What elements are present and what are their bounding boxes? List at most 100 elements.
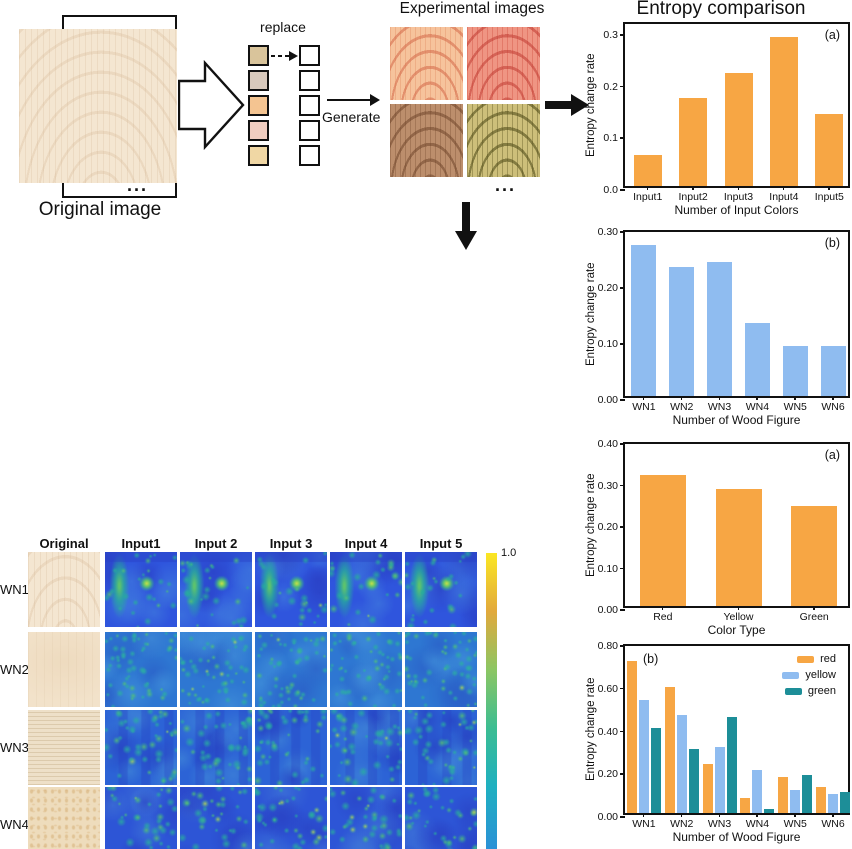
y-tick-label: 0.20 bbox=[597, 282, 618, 294]
experimental-image-red bbox=[467, 27, 540, 100]
y-tick-mark bbox=[620, 231, 625, 233]
x-tick-mark bbox=[813, 606, 815, 610]
panel-label: (b) bbox=[824, 236, 840, 250]
original-image-label: Original image bbox=[38, 199, 162, 220]
bar bbox=[702, 763, 713, 813]
legend-swatch bbox=[797, 655, 815, 663]
x-tick-mark bbox=[756, 813, 758, 817]
x-category-label: WN6 bbox=[821, 401, 845, 413]
y-tick-mark bbox=[620, 85, 625, 88]
replace-dashed-arrow bbox=[271, 51, 298, 61]
saliency-map bbox=[255, 710, 327, 785]
y-tick-label: 0.10 bbox=[597, 338, 618, 350]
saliency-colorbar bbox=[486, 553, 497, 849]
thick-down-arrow bbox=[455, 202, 477, 250]
saliency-map bbox=[105, 632, 177, 707]
x-category-label: WN5 bbox=[783, 401, 807, 413]
replace-label: replace bbox=[260, 19, 306, 35]
y-tick-label: 0.30 bbox=[597, 226, 618, 238]
original-ellipsis: ... bbox=[127, 175, 149, 195]
y-tick-label: 0.30 bbox=[597, 479, 618, 492]
bar bbox=[633, 155, 662, 186]
saliency-row-label: WN1 bbox=[0, 581, 29, 597]
x-category-label: WN4 bbox=[745, 401, 770, 413]
y-tick-mark bbox=[620, 816, 625, 818]
saliency-map bbox=[180, 632, 252, 707]
saliency-map bbox=[255, 552, 327, 627]
saliency-map bbox=[405, 710, 477, 785]
x-tick-mark bbox=[794, 813, 796, 817]
bar bbox=[631, 244, 657, 396]
saliency-col-header: Input1 bbox=[121, 536, 161, 551]
y-axis-label: Entropy change rate bbox=[585, 677, 597, 782]
bar bbox=[669, 267, 695, 396]
chart-plot-area: 0.00 0.10 0.20 0.30 Entropy change rate Numbe… bbox=[585, 227, 850, 427]
generate-label: Generate bbox=[322, 109, 381, 125]
bar bbox=[714, 746, 725, 813]
x-axis-label: Number of Wood Figure bbox=[672, 830, 801, 844]
bar bbox=[726, 716, 737, 813]
y-tick-label: 0.10 bbox=[597, 562, 618, 575]
hollow-right-arrow bbox=[178, 60, 245, 150]
y-tick-label: 0.60 bbox=[597, 682, 618, 695]
bar bbox=[707, 261, 733, 396]
saliency-map bbox=[180, 710, 252, 785]
x-category-label: WN3 bbox=[707, 401, 732, 413]
saliency-col-header: Original bbox=[39, 536, 89, 551]
panel-label: (b) bbox=[643, 652, 659, 666]
saliency-map bbox=[405, 632, 477, 707]
saliency-map bbox=[105, 787, 177, 849]
y-tick-mark bbox=[620, 443, 625, 445]
bar bbox=[790, 789, 801, 813]
x-tick-mark bbox=[737, 606, 739, 610]
saliency-original-texture bbox=[28, 710, 100, 785]
bar bbox=[679, 98, 708, 186]
x-tick-mark bbox=[680, 396, 683, 400]
legend-label: yellow bbox=[805, 669, 836, 681]
y-axis-label: Entropy change rate bbox=[585, 262, 597, 366]
y-tick-mark bbox=[620, 287, 625, 289]
x-tick-mark bbox=[642, 396, 645, 400]
color-swatch bbox=[248, 95, 269, 116]
chart-plot-area: 0.00 0.20 0.40 0.60 0.80 Entropy change rate N… bbox=[585, 641, 851, 844]
x-category-label: Input4 bbox=[769, 191, 799, 203]
bar bbox=[769, 36, 798, 186]
x-category-label: Yellow bbox=[723, 611, 754, 623]
chart-plot-area: 0.00 0.10 0.20 0.30 0.40 Entropy change rate C… bbox=[585, 439, 850, 637]
color-swatch bbox=[248, 70, 269, 91]
x-axis-label: Color Type bbox=[707, 623, 766, 637]
y-axis-label: Entropy change rate bbox=[585, 53, 597, 157]
placeholder-square bbox=[299, 95, 320, 116]
placeholder-square bbox=[299, 145, 320, 166]
bar bbox=[752, 770, 763, 813]
y-tick-mark bbox=[620, 189, 625, 191]
flow-diagram: ... Original image replace Generate Expe… bbox=[0, 0, 590, 260]
x-tick-mark bbox=[718, 813, 721, 817]
saliency-map bbox=[180, 787, 252, 849]
experimental-images-title: Experimental images bbox=[399, 0, 545, 17]
placeholder-square bbox=[299, 120, 320, 141]
bar bbox=[638, 699, 649, 813]
x-category-label: WN1 bbox=[632, 818, 656, 830]
bar bbox=[688, 748, 699, 813]
y-tick-label: 0.00 bbox=[597, 604, 618, 616]
y-tick-label: 0.1 bbox=[603, 132, 618, 145]
bar bbox=[778, 776, 789, 813]
x-tick-mark bbox=[828, 186, 830, 190]
y-tick-mark bbox=[620, 567, 625, 569]
chart-title: Entropy comparison bbox=[636, 0, 806, 19]
y-tick-label: 0.0 bbox=[603, 184, 618, 196]
saliency-col-header: Input 5 bbox=[419, 536, 463, 551]
x-axis-label: Number of Input Colors bbox=[674, 203, 799, 217]
x-category-label: Red bbox=[653, 611, 673, 623]
saliency-original-texture bbox=[28, 632, 100, 707]
x-tick-mark bbox=[692, 186, 694, 190]
x-tick-mark bbox=[642, 813, 645, 817]
x-tick-mark bbox=[832, 396, 834, 400]
saliency-section: Original Input1 Input 2 Input 3 Input 4 Input… bbox=[0, 260, 590, 849]
x-category-label: Input1 bbox=[633, 191, 663, 203]
y-tick-mark bbox=[620, 137, 625, 139]
experimental-image-brown bbox=[390, 104, 463, 177]
color-swatch bbox=[248, 45, 269, 66]
